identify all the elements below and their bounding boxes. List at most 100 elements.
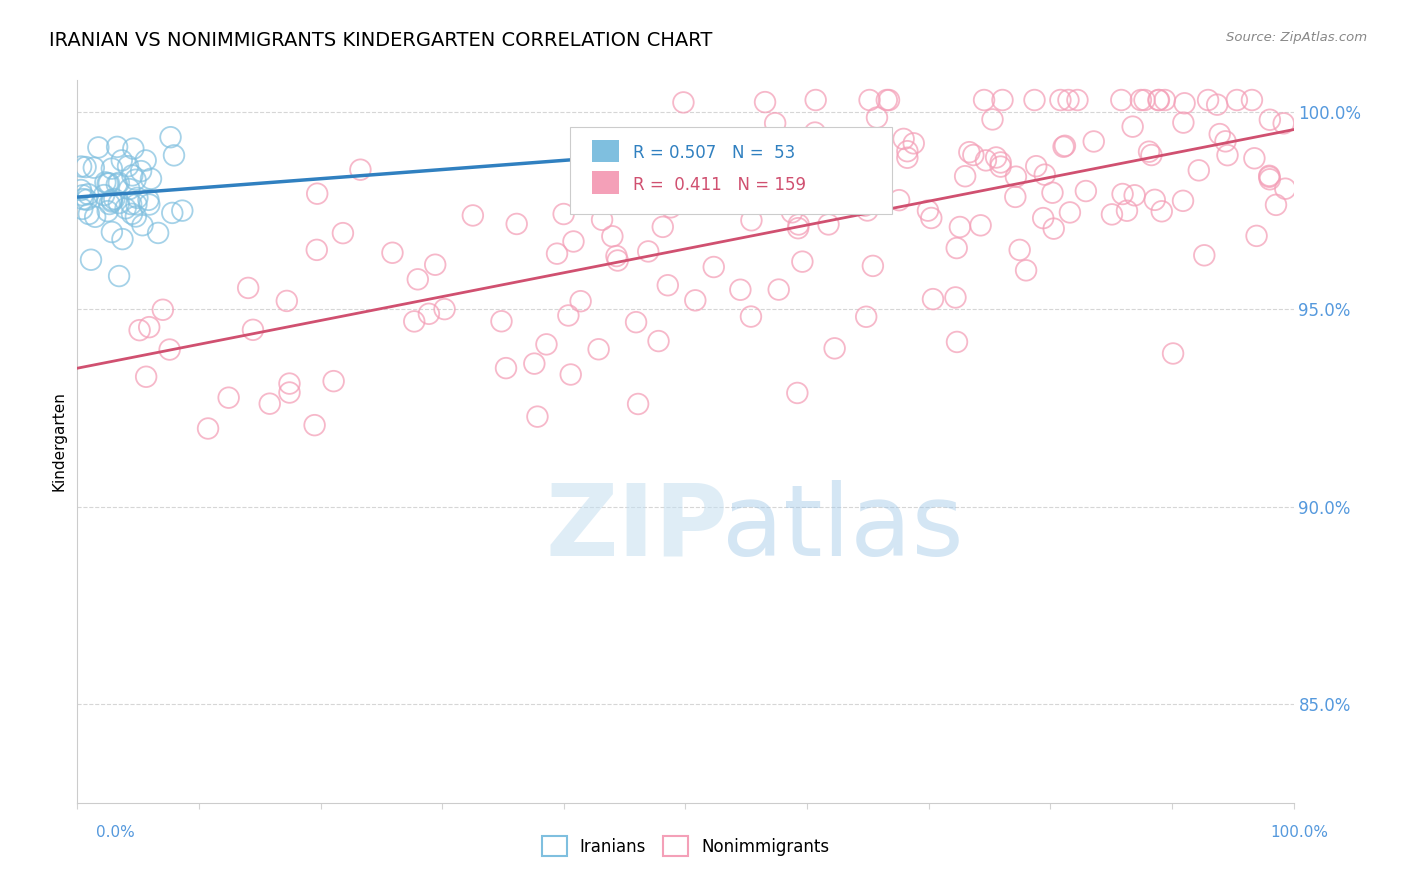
Point [817, 218, 839, 232]
Point [1111, 186, 1133, 201]
Point [1053, 138, 1076, 153]
Point [1066, 93, 1088, 107]
Point [159, 130, 181, 145]
Point [1008, 243, 1031, 257]
Point [304, 418, 326, 433]
Point [1074, 184, 1097, 198]
Text: atlas: atlas [721, 480, 963, 577]
Point [893, 132, 915, 146]
Point [889, 193, 911, 207]
Point [138, 193, 160, 207]
Point [637, 244, 659, 259]
Point [108, 196, 131, 211]
Point [657, 278, 679, 293]
Text: R = 0.507   N =  53: R = 0.507 N = 53 [633, 145, 796, 162]
Point [425, 258, 447, 272]
Point [1246, 228, 1268, 243]
Point [984, 151, 1007, 165]
Text: 0.0%: 0.0% [96, 825, 135, 840]
Point [917, 203, 939, 218]
Point [824, 342, 846, 356]
Point [1111, 93, 1133, 107]
Point [83, 161, 105, 175]
Point [122, 142, 145, 156]
Point [404, 314, 426, 328]
Point [114, 202, 136, 216]
Point [1133, 93, 1156, 107]
Point [949, 219, 972, 234]
Point [896, 145, 918, 159]
Point [780, 205, 803, 219]
Point [1033, 168, 1056, 182]
Point [77, 207, 100, 221]
Point [1274, 182, 1296, 196]
Point [433, 302, 456, 317]
Point [651, 219, 673, 234]
Point [163, 148, 186, 162]
Point [858, 93, 880, 107]
Point [1161, 346, 1184, 360]
Point [1206, 97, 1229, 112]
Point [754, 95, 776, 109]
Point [80, 252, 103, 267]
Point [105, 178, 128, 192]
Point [862, 259, 884, 273]
Point [1272, 116, 1295, 130]
FancyBboxPatch shape [569, 128, 893, 214]
Point [76, 193, 98, 207]
Point [1174, 96, 1197, 111]
Point [1024, 93, 1046, 107]
Point [1258, 172, 1281, 186]
Point [526, 409, 548, 424]
Point [1215, 134, 1237, 148]
Point [945, 241, 967, 255]
Point [787, 218, 810, 232]
Point [97, 204, 120, 219]
Point [111, 232, 134, 246]
Point [259, 397, 281, 411]
Point [162, 206, 184, 220]
Point [1173, 115, 1195, 129]
Point [806, 145, 828, 160]
Point [418, 307, 440, 321]
Point [606, 253, 628, 268]
Point [135, 369, 157, 384]
Point [197, 421, 219, 435]
Point [242, 323, 264, 337]
Point [1025, 159, 1047, 173]
Point [1015, 263, 1038, 277]
Point [602, 229, 624, 244]
Point [218, 391, 240, 405]
Point [105, 140, 128, 154]
Point [146, 226, 169, 240]
Point [973, 93, 995, 107]
Point [1188, 163, 1211, 178]
Bar [592, 140, 619, 162]
Point [1209, 127, 1232, 141]
Point [981, 112, 1004, 127]
Point [1122, 120, 1144, 134]
Legend: Iranians, Nonimmigrants: Iranians, Nonimmigrants [534, 830, 837, 863]
Point [406, 272, 429, 286]
Point [1197, 93, 1219, 107]
Point [768, 283, 790, 297]
Point [740, 310, 762, 324]
Point [1147, 93, 1170, 107]
Point [120, 197, 142, 211]
Point [866, 111, 889, 125]
Point [953, 169, 976, 184]
Point [129, 164, 152, 178]
Point [1137, 145, 1160, 159]
Point [991, 93, 1014, 107]
Point [1057, 93, 1080, 107]
Point [121, 169, 143, 183]
Point [523, 357, 546, 371]
Point [562, 235, 585, 249]
Point [1216, 148, 1239, 162]
Point [1004, 190, 1026, 204]
Point [896, 151, 918, 165]
Point [278, 376, 301, 391]
Point [121, 207, 143, 221]
Point [381, 245, 404, 260]
Point [72, 202, 94, 216]
